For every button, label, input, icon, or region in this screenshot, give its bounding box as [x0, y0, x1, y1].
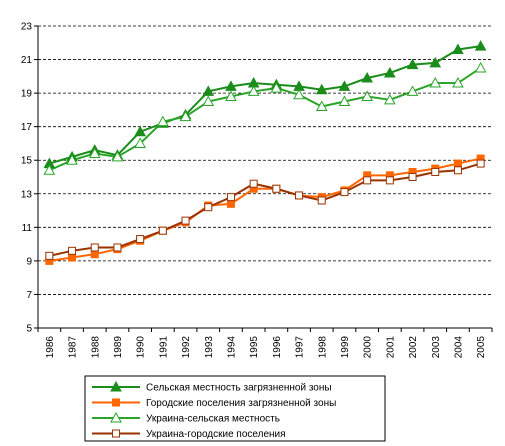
point [43, 164, 56, 175]
point [90, 243, 99, 252]
x-tick-label: 2001 [385, 336, 396, 359]
point [317, 196, 326, 205]
legend-label: Украина-сельская местность [146, 414, 280, 425]
point [88, 147, 101, 159]
point [408, 173, 417, 181]
series-line [49, 45, 481, 165]
point [202, 95, 215, 106]
point [68, 246, 77, 255]
point [66, 154, 78, 165]
point [361, 71, 373, 83]
x-tick-label: 2005 [476, 336, 487, 359]
point [179, 110, 192, 122]
x-tick-label: 1996 [272, 336, 283, 359]
y-tick-label: 13 [21, 189, 33, 200]
point [157, 115, 169, 127]
point [134, 137, 146, 148]
legend-marker [110, 380, 122, 392]
x-tick-label: 1991 [158, 336, 169, 359]
legend-label: Городские поселения загрязненной зоны [146, 398, 336, 409]
point [406, 85, 419, 96]
point [225, 90, 237, 101]
point [474, 40, 487, 51]
point [338, 95, 351, 106]
y-tick-label: 19 [21, 89, 33, 100]
point [384, 93, 396, 105]
x-tick-label: 1992 [181, 336, 192, 359]
point [90, 250, 99, 259]
point [293, 88, 305, 100]
point [315, 100, 328, 112]
x-tick-label: 1986 [45, 336, 56, 359]
x-tick-label: 1990 [136, 336, 147, 359]
point [338, 80, 351, 91]
legend-marker [110, 411, 122, 423]
x-tick-label: 2002 [408, 336, 419, 359]
y-tick-label: 21 [21, 55, 33, 66]
y-tick-label: 9 [26, 256, 32, 267]
x-tick-label: 1989 [113, 336, 124, 359]
x-tick-label: 1995 [249, 336, 260, 359]
point [204, 203, 213, 212]
x-tick-label: 1988 [90, 336, 101, 359]
point [113, 243, 122, 252]
x-tick-label: 2004 [453, 336, 464, 359]
x-tick-label: 2000 [363, 336, 374, 359]
point [315, 83, 328, 95]
legend-label: Украина-городские поселения [146, 429, 286, 440]
point [134, 125, 146, 137]
x-tick-label: 1993 [204, 336, 215, 359]
point [453, 159, 462, 168]
x-tick-label: 2003 [431, 336, 442, 359]
x-tick-label: 1998 [317, 336, 328, 359]
point [385, 176, 394, 185]
legend-label: Сельская местность загрязненной зоны [146, 383, 332, 394]
point [406, 58, 419, 70]
point [181, 216, 190, 225]
y-tick-label: 23 [21, 22, 33, 33]
point [429, 77, 442, 88]
point [361, 90, 373, 101]
point [474, 61, 487, 73]
point [453, 166, 462, 175]
y-tick-label: 7 [26, 290, 32, 301]
legend-marker [112, 398, 120, 407]
x-tick-label: 1994 [226, 336, 237, 359]
x-tick-label: 1987 [68, 336, 79, 359]
x-tick-label: 1997 [295, 336, 306, 359]
point [476, 159, 485, 168]
point [270, 82, 283, 93]
point [452, 43, 464, 54]
point [384, 66, 396, 78]
point [340, 188, 349, 197]
point [45, 251, 54, 260]
point [202, 85, 215, 96]
y-tick-label: 17 [21, 122, 33, 133]
point [429, 56, 442, 68]
x-tick-label: 1999 [340, 336, 351, 359]
point [225, 80, 237, 91]
y-tick-label: 11 [22, 223, 33, 234]
point [158, 226, 167, 235]
y-tick-label: 5 [26, 324, 32, 335]
point [431, 167, 440, 176]
point [272, 184, 281, 193]
point [136, 235, 145, 244]
point [363, 176, 372, 185]
point [247, 85, 260, 96]
point [295, 191, 304, 200]
point [68, 253, 77, 262]
y-tick-label: 15 [21, 156, 33, 167]
point [111, 150, 124, 162]
legend-marker [112, 429, 120, 438]
point [452, 77, 464, 88]
point [249, 179, 258, 188]
point [226, 199, 235, 208]
point [226, 193, 235, 202]
